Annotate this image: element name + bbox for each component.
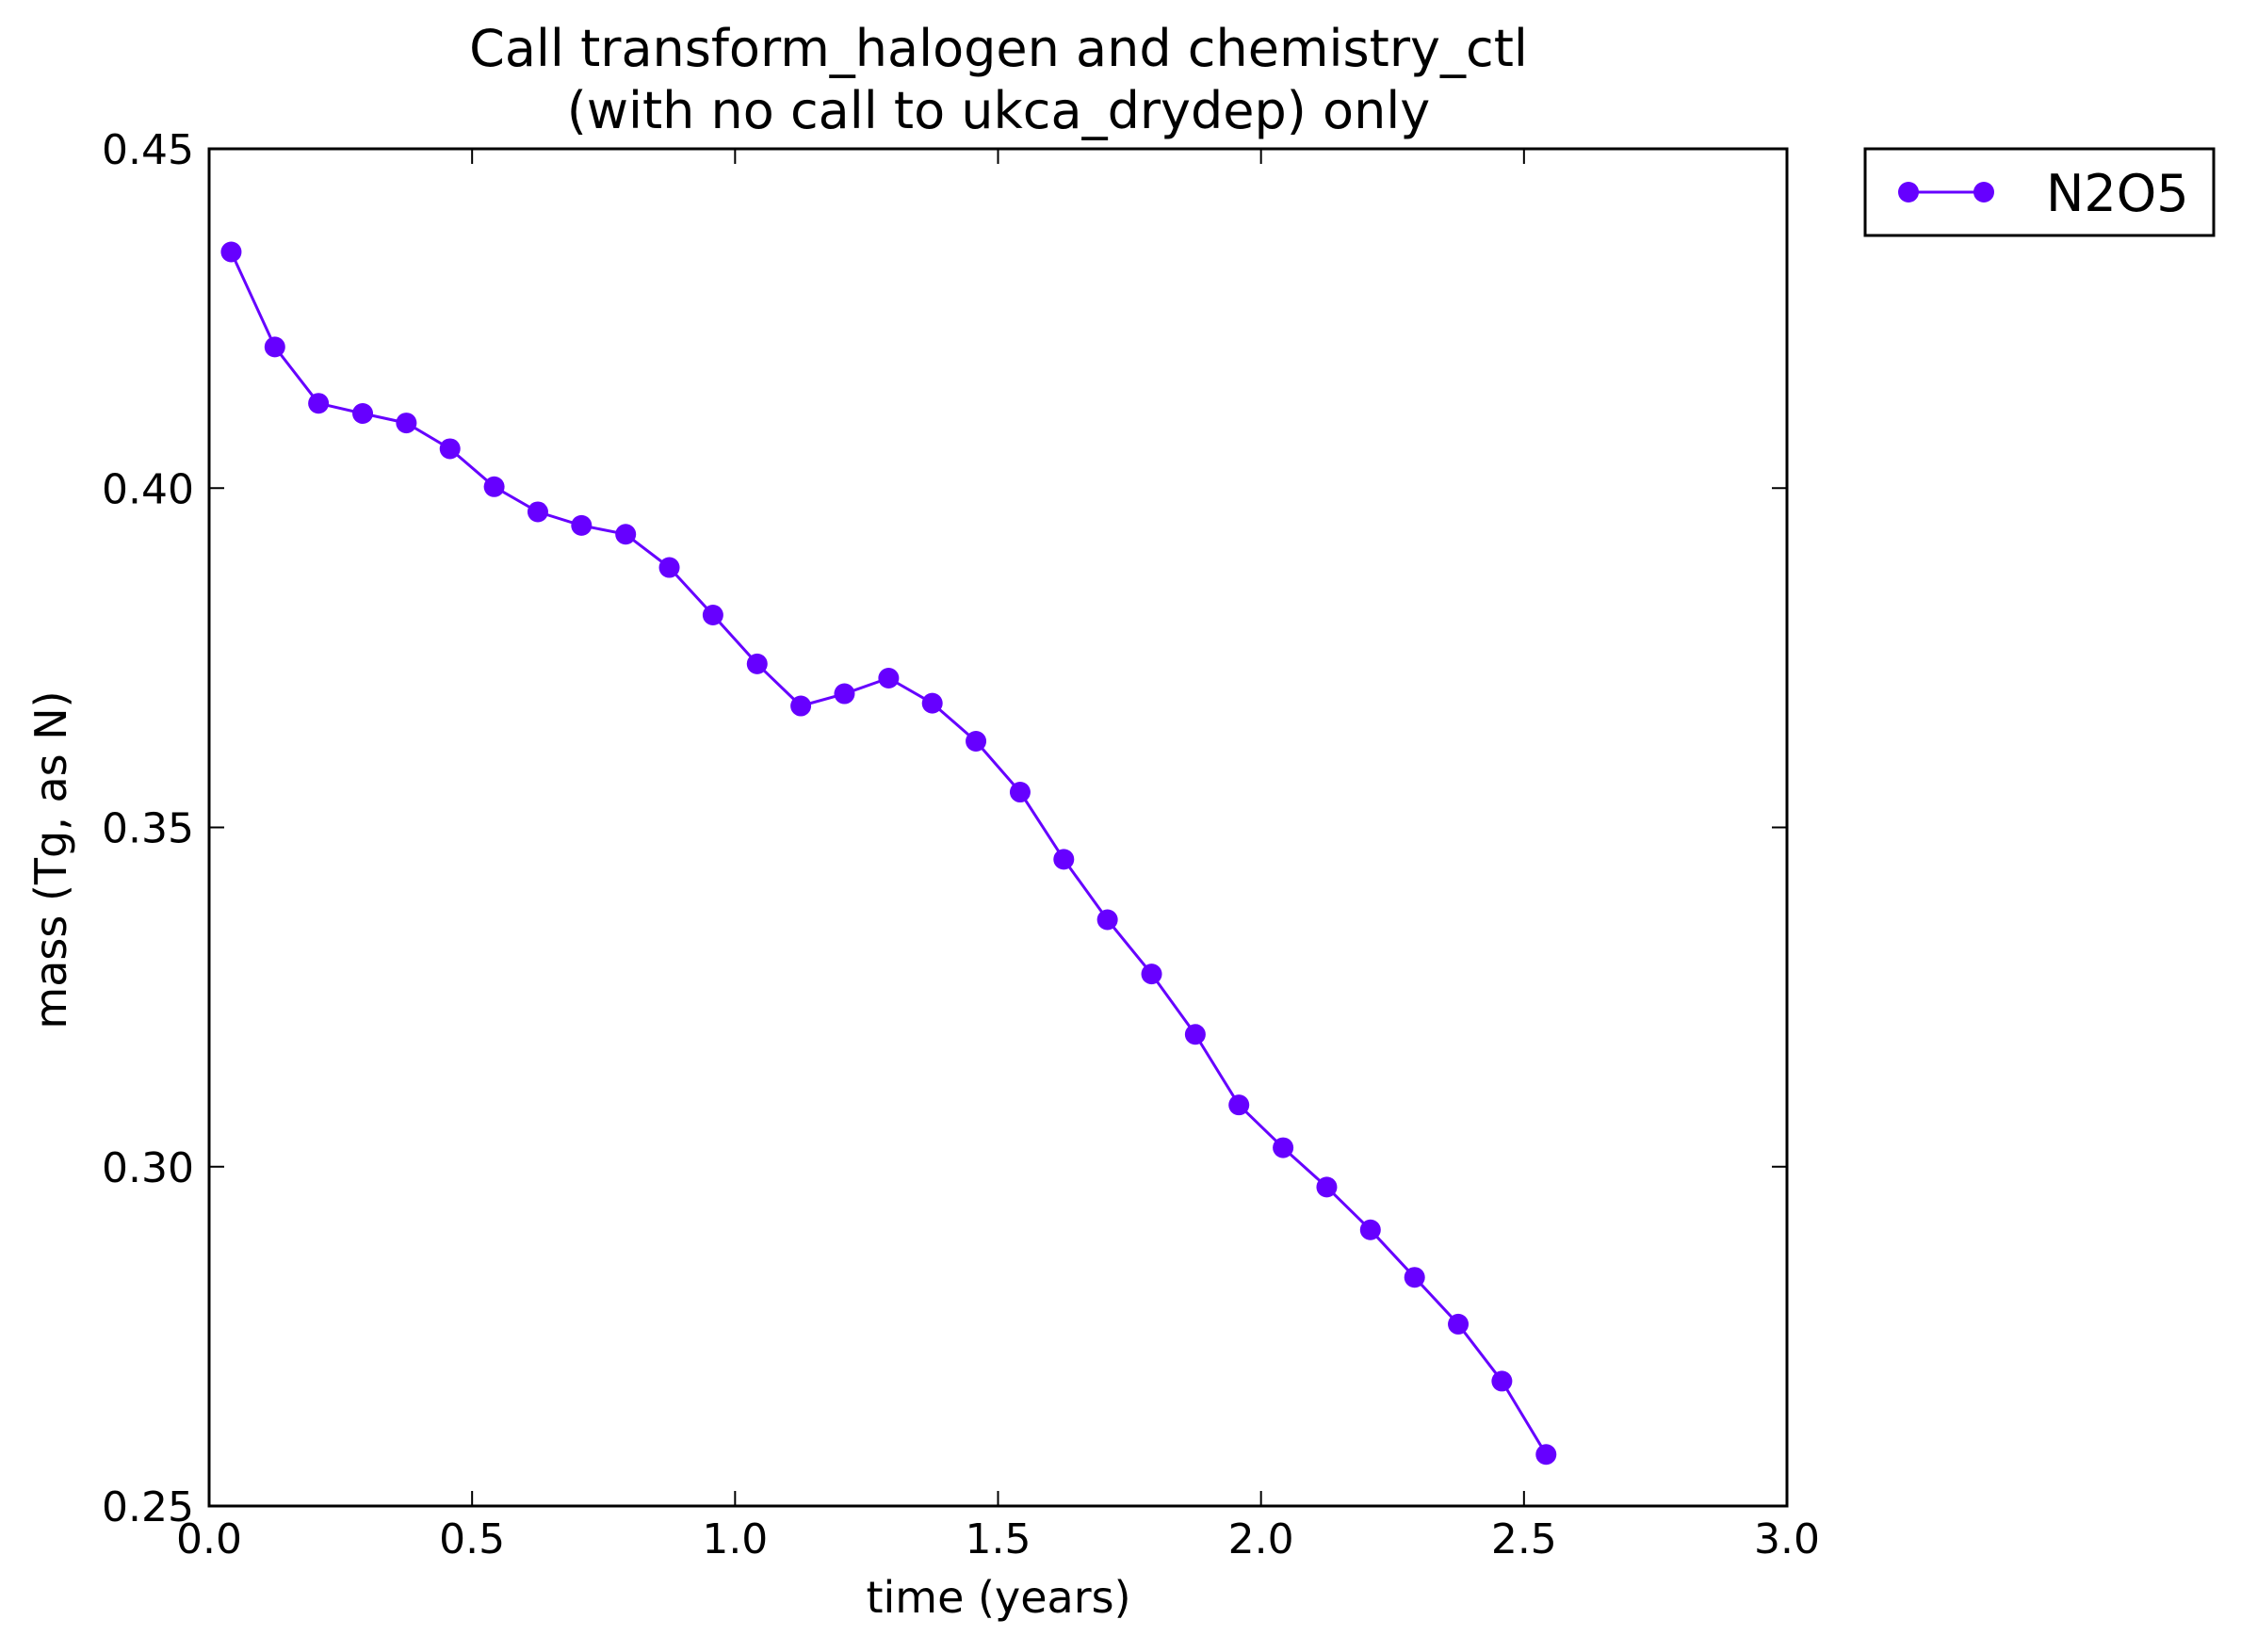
y-tick-label-3: 0.40 — [102, 465, 194, 513]
data-point-17 — [966, 730, 987, 752]
x-tick-label-0: 0.0 — [176, 1515, 242, 1563]
x-tick-label-5: 2.5 — [1491, 1515, 1557, 1563]
data-point-18 — [1009, 782, 1031, 803]
chart-title-line-2: (with no call to ukca_drydep) only — [567, 81, 1431, 140]
data-point-9 — [615, 524, 637, 545]
data-point-20 — [1096, 909, 1118, 931]
x-tick-label-2: 1.0 — [702, 1515, 768, 1563]
data-point-8 — [571, 514, 593, 536]
data-point-6 — [483, 476, 505, 497]
chart-title-line-1: Call transform_halogen and chemistry_ctl — [469, 19, 1528, 78]
data-point-30 — [1535, 1444, 1557, 1466]
data-point-1 — [264, 336, 285, 358]
y-tick-label-0: 0.25 — [102, 1483, 194, 1531]
x-tick-label-4: 2.0 — [1228, 1515, 1294, 1563]
data-point-24 — [1273, 1137, 1294, 1158]
data-point-11 — [702, 604, 723, 625]
data-point-2 — [308, 393, 330, 414]
data-point-22 — [1184, 1024, 1206, 1045]
x-tick-label-6: 3.0 — [1754, 1515, 1820, 1563]
data-point-29 — [1491, 1370, 1513, 1392]
data-point-14 — [834, 683, 855, 705]
data-point-13 — [790, 695, 812, 717]
data-point-26 — [1359, 1219, 1381, 1240]
chart-title: Call transform_halogen and chemistry_ctl… — [469, 19, 1528, 140]
legend-series-label: N2O5 — [2046, 164, 2189, 223]
data-point-23 — [1228, 1094, 1250, 1116]
y-tick-label-1: 0.30 — [102, 1144, 194, 1192]
data-point-0 — [220, 241, 242, 263]
data-point-3 — [352, 402, 374, 424]
legend-series-marker-right — [1973, 182, 1994, 202]
x-axis-label: time (years) — [866, 1572, 1130, 1623]
y-tick-label-2: 0.35 — [102, 805, 194, 853]
x-tick-label-3: 1.5 — [966, 1515, 1031, 1563]
x-tick-label-1: 0.5 — [439, 1515, 505, 1563]
plot-background — [209, 149, 1787, 1506]
legend: N2O5 — [1863, 147, 2216, 237]
legend-series-marker-left — [1898, 182, 1919, 202]
data-point-21 — [1141, 964, 1162, 985]
data-point-16 — [921, 692, 943, 714]
data-point-15 — [878, 667, 900, 688]
y-tick-label-4: 0.45 — [102, 126, 194, 174]
data-point-25 — [1316, 1176, 1338, 1198]
data-point-19 — [1053, 849, 1075, 870]
data-point-28 — [1448, 1313, 1470, 1335]
data-point-4 — [396, 413, 417, 434]
data-point-27 — [1404, 1267, 1425, 1288]
data-point-12 — [746, 653, 768, 674]
plot-frame — [207, 147, 1789, 1508]
data-point-7 — [527, 501, 548, 523]
data-point-10 — [658, 557, 680, 578]
y-axis-label: mass (Tg, as N) — [25, 690, 76, 1028]
data-point-5 — [439, 438, 461, 460]
plot-area: 0.0 0.5 1.0 1.5 2.0 2.5 3.0 0.25 0.30 0.35 0.40 0.4… — [102, 126, 1820, 1563]
